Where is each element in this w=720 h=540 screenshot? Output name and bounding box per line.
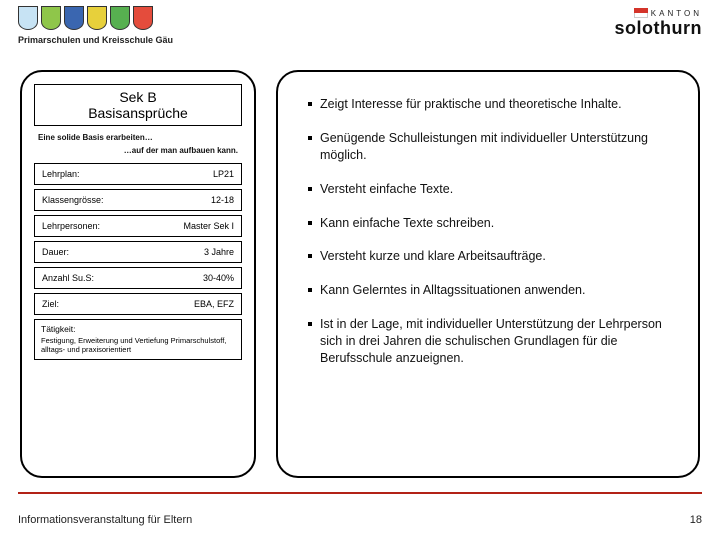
slide-header: Primarschulen und Kreisschule Gäu KANTON… bbox=[0, 0, 720, 58]
info-row: Ziel: EBA, EFZ bbox=[34, 293, 242, 315]
activity-text: Festigung, Erweiterung und Vertiefung Pr… bbox=[41, 336, 235, 355]
footer-text: Informationsveranstaltung für Eltern bbox=[18, 514, 192, 526]
shield-icon bbox=[41, 6, 61, 30]
bullet-text: Ist in der Lage, mit individueller Unter… bbox=[320, 316, 676, 367]
info-label: Anzahl Su.S: bbox=[42, 273, 94, 283]
bullet-icon bbox=[308, 322, 312, 326]
left-subtitle-1: Eine solide Basis erarbeiten… bbox=[38, 133, 242, 142]
bullet-item: Versteht kurze und klare Arbeitsaufträge… bbox=[308, 248, 676, 265]
bullet-item: Genügende Schulleistungen mit individuel… bbox=[308, 130, 676, 164]
bullet-text: Kann einfache Texte schreiben. bbox=[320, 215, 494, 232]
kanton-flag-icon bbox=[634, 8, 648, 18]
kanton-name: solothurn bbox=[615, 18, 703, 39]
bullet-icon bbox=[308, 254, 312, 258]
info-row: Anzahl Su.S: 30-40% bbox=[34, 267, 242, 289]
info-label: Dauer: bbox=[42, 247, 69, 257]
bullet-text: Zeigt Interesse für praktische und theor… bbox=[320, 96, 622, 113]
shield-icon bbox=[18, 6, 38, 30]
bullet-text: Versteht einfache Texte. bbox=[320, 181, 453, 198]
kanton-label: KANTON bbox=[651, 9, 702, 18]
bullet-item: Kann Gelerntes in Alltagssituationen anw… bbox=[308, 282, 676, 299]
right-card: Zeigt Interesse für praktische und theor… bbox=[276, 70, 700, 478]
footer-divider bbox=[18, 492, 702, 494]
left-card: Sek B Basisansprüche Eine solide Basis e… bbox=[20, 70, 256, 478]
bullet-item: Versteht einfache Texte. bbox=[308, 181, 676, 198]
info-row: Lehrplan: LP21 bbox=[34, 163, 242, 185]
info-value: EBA, EFZ bbox=[194, 299, 234, 309]
shield-icon bbox=[110, 6, 130, 30]
info-value: 12-18 bbox=[211, 195, 234, 205]
bullet-icon bbox=[308, 102, 312, 106]
info-value: 3 Jahre bbox=[204, 247, 234, 257]
left-subtitle-2: …auf der man aufbauen kann. bbox=[34, 146, 238, 155]
bullet-text: Kann Gelerntes in Alltagssituationen anw… bbox=[320, 282, 585, 299]
info-label: Klassengrösse: bbox=[42, 195, 104, 205]
bullet-icon bbox=[308, 221, 312, 225]
shield-icon bbox=[87, 6, 107, 30]
school-name: Primarschulen und Kreisschule Gäu bbox=[18, 35, 702, 45]
page-number: 18 bbox=[690, 514, 702, 526]
info-value: Master Sek I bbox=[183, 221, 234, 231]
bullet-icon bbox=[308, 136, 312, 140]
left-title-line1: Sek B bbox=[39, 89, 237, 105]
kanton-logo: KANTON solothurn bbox=[615, 8, 703, 39]
bullet-item: Zeigt Interesse für praktische und theor… bbox=[308, 96, 676, 113]
info-label: Lehrpersonen: bbox=[42, 221, 100, 231]
left-title-box: Sek B Basisansprüche bbox=[34, 84, 242, 126]
bullet-item: Kann einfache Texte schreiben. bbox=[308, 215, 676, 232]
content-area: Sek B Basisansprüche Eine solide Basis e… bbox=[0, 58, 720, 478]
bullet-list: Zeigt Interesse für praktische und theor… bbox=[308, 96, 676, 367]
bullet-icon bbox=[308, 187, 312, 191]
activity-title: Tätigkeit: bbox=[41, 324, 235, 335]
info-label: Ziel: bbox=[42, 299, 59, 309]
bullet-text: Versteht kurze und klare Arbeitsaufträge… bbox=[320, 248, 546, 265]
shield-icon bbox=[64, 6, 84, 30]
slide-footer: Informationsveranstaltung für Eltern 18 bbox=[18, 514, 702, 526]
left-title-line2: Basisansprüche bbox=[39, 105, 237, 121]
info-label: Lehrplan: bbox=[42, 169, 80, 179]
bullet-icon bbox=[308, 288, 312, 292]
shield-row bbox=[18, 6, 702, 32]
info-row: Klassengrösse: 12-18 bbox=[34, 189, 242, 211]
info-value: LP21 bbox=[213, 169, 234, 179]
info-row: Dauer: 3 Jahre bbox=[34, 241, 242, 263]
activity-box: Tätigkeit: Festigung, Erweiterung und Ve… bbox=[34, 319, 242, 360]
info-row: Lehrpersonen: Master Sek I bbox=[34, 215, 242, 237]
bullet-item: Ist in der Lage, mit individueller Unter… bbox=[308, 316, 676, 367]
info-value: 30-40% bbox=[203, 273, 234, 283]
bullet-text: Genügende Schulleistungen mit individuel… bbox=[320, 130, 676, 164]
shield-icon bbox=[133, 6, 153, 30]
